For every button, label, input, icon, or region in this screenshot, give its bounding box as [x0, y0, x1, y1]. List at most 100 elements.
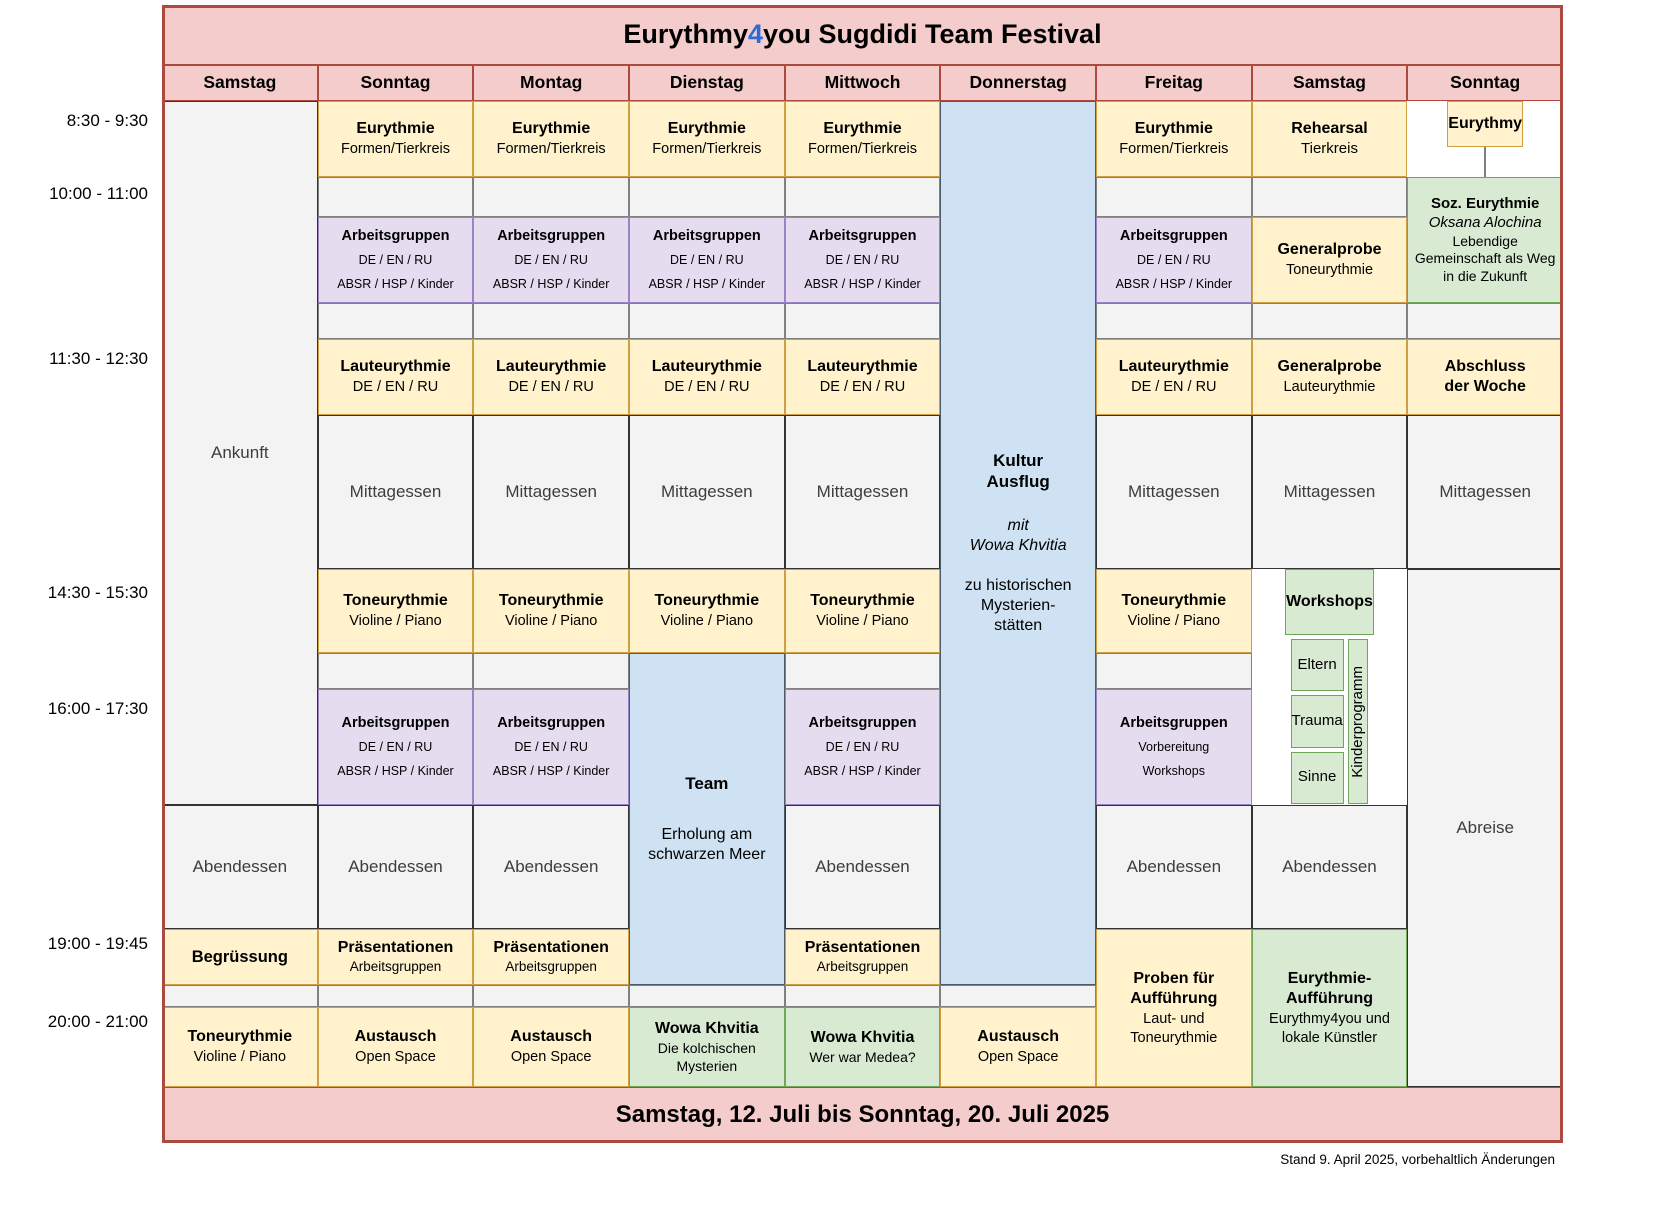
event-title: Wowa Khvitia [810, 1028, 915, 1046]
event-subtitle: ABSR / HSP / Kinder [337, 277, 454, 292]
event-subtitle: Vorbereitung [1138, 740, 1210, 755]
event-title: Arbeitsgruppen [808, 228, 917, 245]
schedule-title: Eurythmy4you Sugdidi Team Festival [162, 5, 1563, 65]
cell-so2-mittagessen: Mittagessen [1407, 415, 1563, 569]
event-subtitle: DE / EN / RU [514, 253, 588, 268]
event-subtitle: Workshops [1142, 764, 1205, 779]
event-title: Abschluss der Woche [1444, 358, 1526, 395]
cell-mo-eurythmie: Eurythmie Formen/Tierkreis [473, 101, 629, 177]
empty-slot [473, 303, 629, 339]
event-subtitle: DE / EN / RU [1137, 253, 1211, 268]
time-label-2000-2100: 20:00 - 21:00 [47, 1012, 148, 1031]
event-subtitle: Toneurythmie [1285, 262, 1374, 279]
cell-di-toneurythmie: Toneurythmie Violine / Piano [629, 569, 785, 653]
time-label-1900-1945: 19:00 - 19:45 [47, 934, 148, 953]
cell-mo-arbeitsgruppen-nm: Arbeitsgruppen DE / EN / RU ABSR / HSP / K… [473, 689, 629, 805]
cell-fr-toneurythmie: Toneurythmie Violine / Piano [1096, 569, 1252, 653]
event-title: Lauteurythmie [340, 358, 451, 376]
event-title: Arbeitsgruppen [341, 715, 450, 732]
event-title: Wowa Khvitia [654, 1020, 759, 1037]
cell-so2-eurythmy: Eurythmy [1407, 101, 1563, 177]
cell-di-eurythmie: Eurythmie Formen/Tierkreis [629, 101, 785, 177]
time-label-1430-1530: 14:30 - 15:30 [47, 583, 148, 602]
day-header-freitag: Freitag [1096, 65, 1252, 101]
event-title: Mittagessen [349, 482, 442, 502]
workshops-body: Eltern Trauma Sinne Kinderprogramm [1290, 635, 1370, 805]
day-header-samstag-1: Samstag [162, 65, 318, 101]
cell-mo-lauteurythmie: Lauteurythmie DE / EN / RU [473, 339, 629, 415]
schedule-title-text: Eurythmy4you Sugdidi Team Festival [623, 18, 1101, 52]
event-title: Abendessen [1282, 857, 1377, 877]
cell-sa2-abendessen: Abendessen [1251, 805, 1408, 929]
event-subtitle: ABSR / HSP / Kinder [1115, 277, 1233, 292]
event-title: Eurythmie [823, 120, 902, 138]
workshops-list: Eltern Trauma Sinne [1290, 639, 1344, 804]
event-subtitle: Arbeitsgruppen [349, 959, 442, 975]
event-subtitle: Lauteurythmie [1283, 379, 1376, 396]
cell-sa1-begruessung: Begrüssung [162, 929, 318, 985]
cell-fr-arbeitsgruppen-workshops: Arbeitsgruppen Vorbereitung Workshops [1096, 689, 1252, 805]
empty-slot [629, 985, 785, 1007]
cell-mi-arbeitsgruppen-vm: Arbeitsgruppen DE / EN / RU ABSR / HSP / K… [784, 217, 941, 303]
event-subtitle: Arbeitsgruppen [505, 959, 597, 975]
day-header-montag: Montag [473, 65, 629, 101]
event-title: Abendessen [1126, 857, 1222, 877]
cell-mi-praesentationen: Präsentationen Arbeitsgruppen [784, 929, 941, 985]
event-title: Arbeitsgruppen [808, 715, 917, 732]
event-subtitle: DE / EN / RU [825, 253, 900, 268]
event-subtitle: ABSR / HSP / Kinder [804, 277, 921, 292]
event-subtitle: ABSR / HSP / Kinder [492, 764, 610, 779]
event-title: Begrüssung [191, 947, 288, 966]
cell-sa2-workshops: Workshops Eltern Trauma Sinne Kinderprog… [1251, 569, 1408, 805]
event-subtitle: Violine / Piano [816, 613, 909, 630]
event-title: Austausch [977, 1028, 1060, 1046]
event-title: Kultur Ausflug [986, 450, 1050, 491]
event-subtitle: zu historischen Mysterien- stätten [964, 577, 1072, 635]
time-label-1000-1100: 10:00 - 11:00 [49, 184, 148, 203]
cell-mi-eurythmie: Eurythmie Formen/Tierkreis [784, 101, 941, 177]
cell-fr-abendessen: Abendessen [1096, 805, 1252, 929]
title-part: you Sugdidi Team Festival [763, 19, 1102, 50]
event-title: Eurythmie- Aufführung [1285, 970, 1374, 1008]
day-header-donnerstag: Donnerstag [940, 65, 1096, 101]
event-subtitle: Violine / Piano [1127, 613, 1221, 630]
time-label-1600-1730: 16:00 - 17:30 [47, 699, 148, 718]
event-subtitle: ABSR / HSP / Kinder [804, 764, 921, 779]
event-subtitle: Open Space [510, 1049, 592, 1066]
event-title: Toneurythmie [654, 592, 760, 610]
event-title: Eurythmie [1134, 120, 1213, 138]
event-subtitle: Arbeitsgruppen [816, 959, 909, 975]
cell-mi-abendessen: Abendessen [784, 805, 941, 929]
cell-mi-mittagessen: Mittagessen [784, 415, 941, 569]
empty-slot [940, 985, 1096, 1007]
event-title: Mittagessen [1283, 482, 1376, 502]
event-title: Ankunft [211, 443, 269, 463]
event-subtitle: Violine / Piano [349, 613, 442, 630]
cell-sa2-generalprobe-tone: Generalprobe Toneurythmie [1251, 217, 1408, 303]
event-subtitle: ABSR / HSP / Kinder [492, 277, 610, 292]
event-subtitle: DE / EN / RU [825, 740, 900, 755]
event-subtitle: DE / EN / RU [670, 253, 744, 268]
event-title: Mittagessen [1439, 482, 1531, 502]
event-subtitle: Formen/Tierkreis [340, 141, 451, 158]
empty-slot [317, 303, 474, 339]
title-accent: 4 [747, 19, 763, 50]
cell-sa1-toneurythmie: Toneurythmie Violine / Piano [162, 1007, 318, 1087]
cell-do-austausch: Austausch Open Space [940, 1007, 1096, 1087]
cell-mo-austausch: Austausch Open Space [473, 1007, 629, 1087]
event-subtitle: ABSR / HSP / Kinder [648, 277, 766, 292]
cell-mo-mittagessen: Mittagessen [473, 415, 629, 569]
event-title: Generalprobe [1277, 358, 1382, 376]
event-subtitle: ABSR / HSP / Kinder [337, 764, 454, 779]
event-subtitle: Formen/Tierkreis [496, 141, 606, 158]
empty-slot [629, 303, 785, 339]
cell-so1-arbeitsgruppen-vm: Arbeitsgruppen DE / EN / RU ABSR / HSP / K… [317, 217, 474, 303]
empty-slot [1096, 303, 1252, 339]
event-title: Arbeitsgruppen [652, 228, 761, 245]
day-header-sonntag-1: Sonntag [317, 65, 474, 101]
event-subtitle: Lebendige Gemeinschaft als Weg in die Zu… [1414, 232, 1556, 284]
cell-mo-abendessen: Abendessen [473, 805, 629, 929]
cell-di-wowa-khvitia: Wowa Khvitia Die kolchischen Mysterien [629, 1007, 785, 1087]
workshop-sinne: Sinne [1290, 751, 1344, 804]
event-title: Rehearsal [1291, 120, 1368, 138]
